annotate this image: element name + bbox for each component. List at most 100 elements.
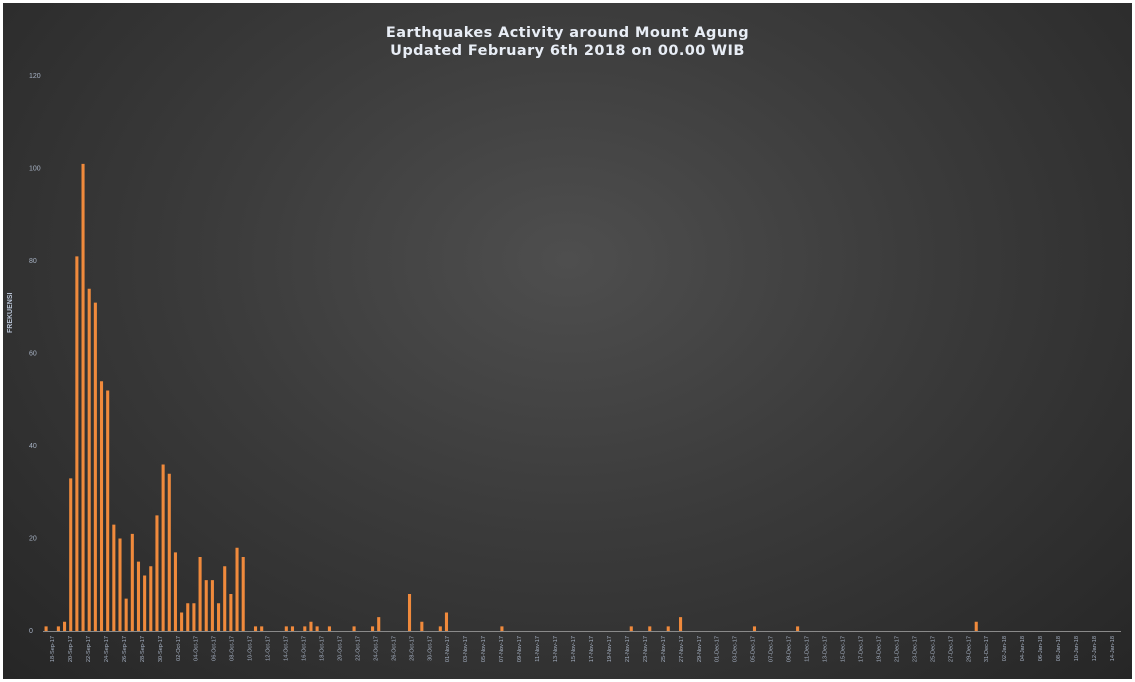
x-tick-label: 26-Sep-17 [122,636,128,662]
bar [63,621,67,631]
x-tick-label: 08-Jan-18 [1056,636,1062,661]
bar [136,561,141,632]
x-tick-label: 19-Nov-17 [607,636,613,662]
bar [438,626,442,632]
x-tick-label: 22-Oct-17 [355,636,361,661]
y-tick-label: 0 [29,628,33,635]
bar [235,547,239,631]
x-tick-label: 06-Oct-17 [212,636,218,661]
bar [44,626,48,632]
bar [106,390,110,631]
x-tick-label: 21-Dec-17 [894,636,900,662]
x-tick-label: 06-Jan-18 [1038,636,1044,661]
bar [180,612,184,631]
x-tick-label: 12-Oct-17 [266,636,272,661]
bar [124,598,128,632]
bar [796,626,800,632]
bar [290,626,295,632]
x-tick-label: 10-Jan-18 [1074,636,1080,661]
bar [87,288,91,631]
x-tick-label: 27-Nov-17 [679,636,685,662]
bar [217,603,221,631]
bar-chart: 0 20 40 60 80 100 120 18-Sep-17 20-Sep-17 22-Sep-… [29,73,1121,662]
x-tick-label: 10-Oct-17 [248,636,254,661]
x-tick-label: 15-Dec-17 [841,636,847,662]
bar [241,557,245,631]
x-tick-label: 28-Sep-17 [140,636,146,662]
y-tick-label: 100 [29,166,41,173]
bar [93,302,97,632]
bar [371,626,375,632]
bar [173,552,177,632]
bar [500,626,504,632]
bar [629,626,633,632]
bar [204,580,208,632]
x-tick-label: 28-Oct-17 [409,636,415,661]
bar [407,594,412,631]
bar [112,524,116,632]
x-tick-label: 07-Nov-17 [499,636,505,662]
x-tick-label: 01-Dec-17 [715,636,721,662]
bar [192,603,196,631]
x-tick-label: 02-Oct-17 [176,636,182,661]
x-tick-label: 05-Nov-17 [481,636,487,662]
bar [253,626,258,632]
x-tick-label: 14-Jan-18 [1110,636,1116,661]
bar [377,617,381,632]
x-tick-label: 25-Nov-17 [661,636,667,662]
x-tick-label: 07-Dec-17 [769,636,775,662]
x-tick-label: 17-Nov-17 [589,636,595,662]
bar [260,626,264,632]
bar [223,566,227,631]
x-tick-label: 16-Oct-17 [302,636,308,661]
chart-title: Earthquakes Activity around Mount Agung [385,25,750,41]
bar [352,626,356,632]
x-tick-label: 23-Nov-17 [643,636,649,662]
bar [186,603,190,631]
x-tick-label: 02-Jan-18 [1002,636,1008,661]
x-tick-label: 11-Dec-17 [805,636,811,662]
bar [210,580,214,632]
x-tick-label: 15-Nov-17 [571,636,577,662]
bar [327,626,331,632]
bar [420,621,424,631]
y-tick-label: 120 [29,73,41,80]
x-tick-label: 23-Dec-17 [912,636,918,662]
x-tick-label: 22-Sep-17 [86,636,92,662]
chart-subtitle: Updated February 6th 2018 on 00.00 WIB [390,43,745,59]
bar [130,533,134,632]
x-tick-label: 05-Dec-17 [751,636,757,662]
x-tick-label: 20-Oct-17 [337,636,343,661]
bar [229,594,233,631]
x-tick-label: 14-Oct-17 [284,636,290,661]
x-tick-label: 18-Sep-17 [50,636,56,662]
y-tick-label: 80 [29,258,37,265]
bar [303,626,307,632]
bar [155,515,159,632]
bar [81,163,85,632]
x-tick-label: 19-Dec-17 [876,636,882,662]
x-tick-label: 24-Oct-17 [373,636,379,661]
x-tick-label: 25-Dec-17 [930,636,936,662]
y-tick-label: 40 [29,443,37,450]
bar [118,538,122,631]
bar [161,464,165,631]
x-tick-label: 18-Oct-17 [320,636,326,661]
x-tick-label: 03-Dec-17 [733,636,739,662]
x-tick-label: 13-Dec-17 [823,636,829,662]
bar [974,621,978,631]
x-tick-label: 20-Sep-17 [68,636,74,662]
bar [143,575,147,631]
x-tick-label: 11-Nov-17 [535,636,541,662]
bar [752,626,757,632]
x-tick-label: 21-Nov-17 [625,636,631,662]
y-tick-label: 20 [29,536,37,543]
bar [99,381,104,631]
bar [56,626,60,632]
bar [149,566,153,631]
bar [315,626,319,632]
x-tick-label: 30-Oct-17 [427,636,433,661]
bar [167,473,171,631]
x-tick-label: 01-Nov-17 [445,636,451,662]
x-tick-label: 04-Oct-17 [194,636,200,661]
